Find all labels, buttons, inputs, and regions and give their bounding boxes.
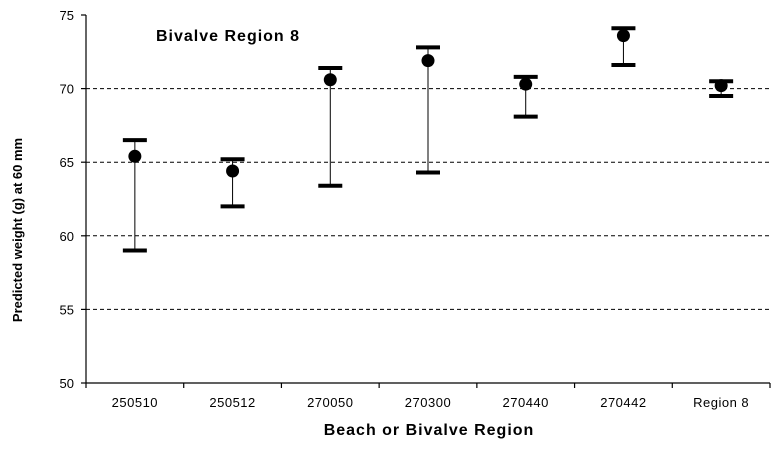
x-tick-label-270440: 270440: [503, 395, 549, 410]
y-tick-labels: 50 55 60 65 70 75: [60, 8, 74, 391]
x-tick-label-250510: 250510: [112, 395, 158, 410]
y-tick-label-50: 50: [60, 376, 74, 391]
y-tick-label-75: 75: [60, 8, 74, 23]
x-tick-label-270050: 270050: [307, 395, 353, 410]
data-point-250510: [128, 149, 142, 163]
x-axis-title: Beach or Bivalve Region: [324, 422, 535, 439]
x-tick-label-region-8: Region 8: [693, 395, 749, 410]
x-tick-label-270300: 270300: [405, 395, 451, 410]
y-axis-title: Predicted weight (g) at 60 mm: [10, 138, 25, 322]
data-point-270442: [616, 29, 630, 43]
x-tick-label-270442: 270442: [600, 395, 646, 410]
data-point-270300: [421, 54, 435, 68]
chart-title: Bivalve Region 8: [156, 28, 300, 45]
error-bar-270050: [318, 65, 343, 188]
data-point-region-8: [714, 79, 728, 93]
data-point-250512: [226, 164, 240, 178]
y-tick-label-65: 65: [60, 155, 74, 170]
gridlines: [86, 88, 770, 310]
x-tick-labels: 250510 250512 270050 270300 270440 270442 Regi…: [112, 395, 749, 410]
data-point-270050: [323, 73, 337, 87]
error-bar-270300: [416, 45, 440, 175]
y-tick-label-60: 60: [60, 229, 74, 244]
y-tick-label-70: 70: [60, 82, 74, 97]
y-tick-label-55: 55: [60, 302, 74, 317]
data-points: [128, 29, 728, 178]
data-point-270440: [519, 77, 533, 91]
x-tick-label-250512: 250512: [209, 395, 255, 410]
axes: [81, 14, 771, 388]
